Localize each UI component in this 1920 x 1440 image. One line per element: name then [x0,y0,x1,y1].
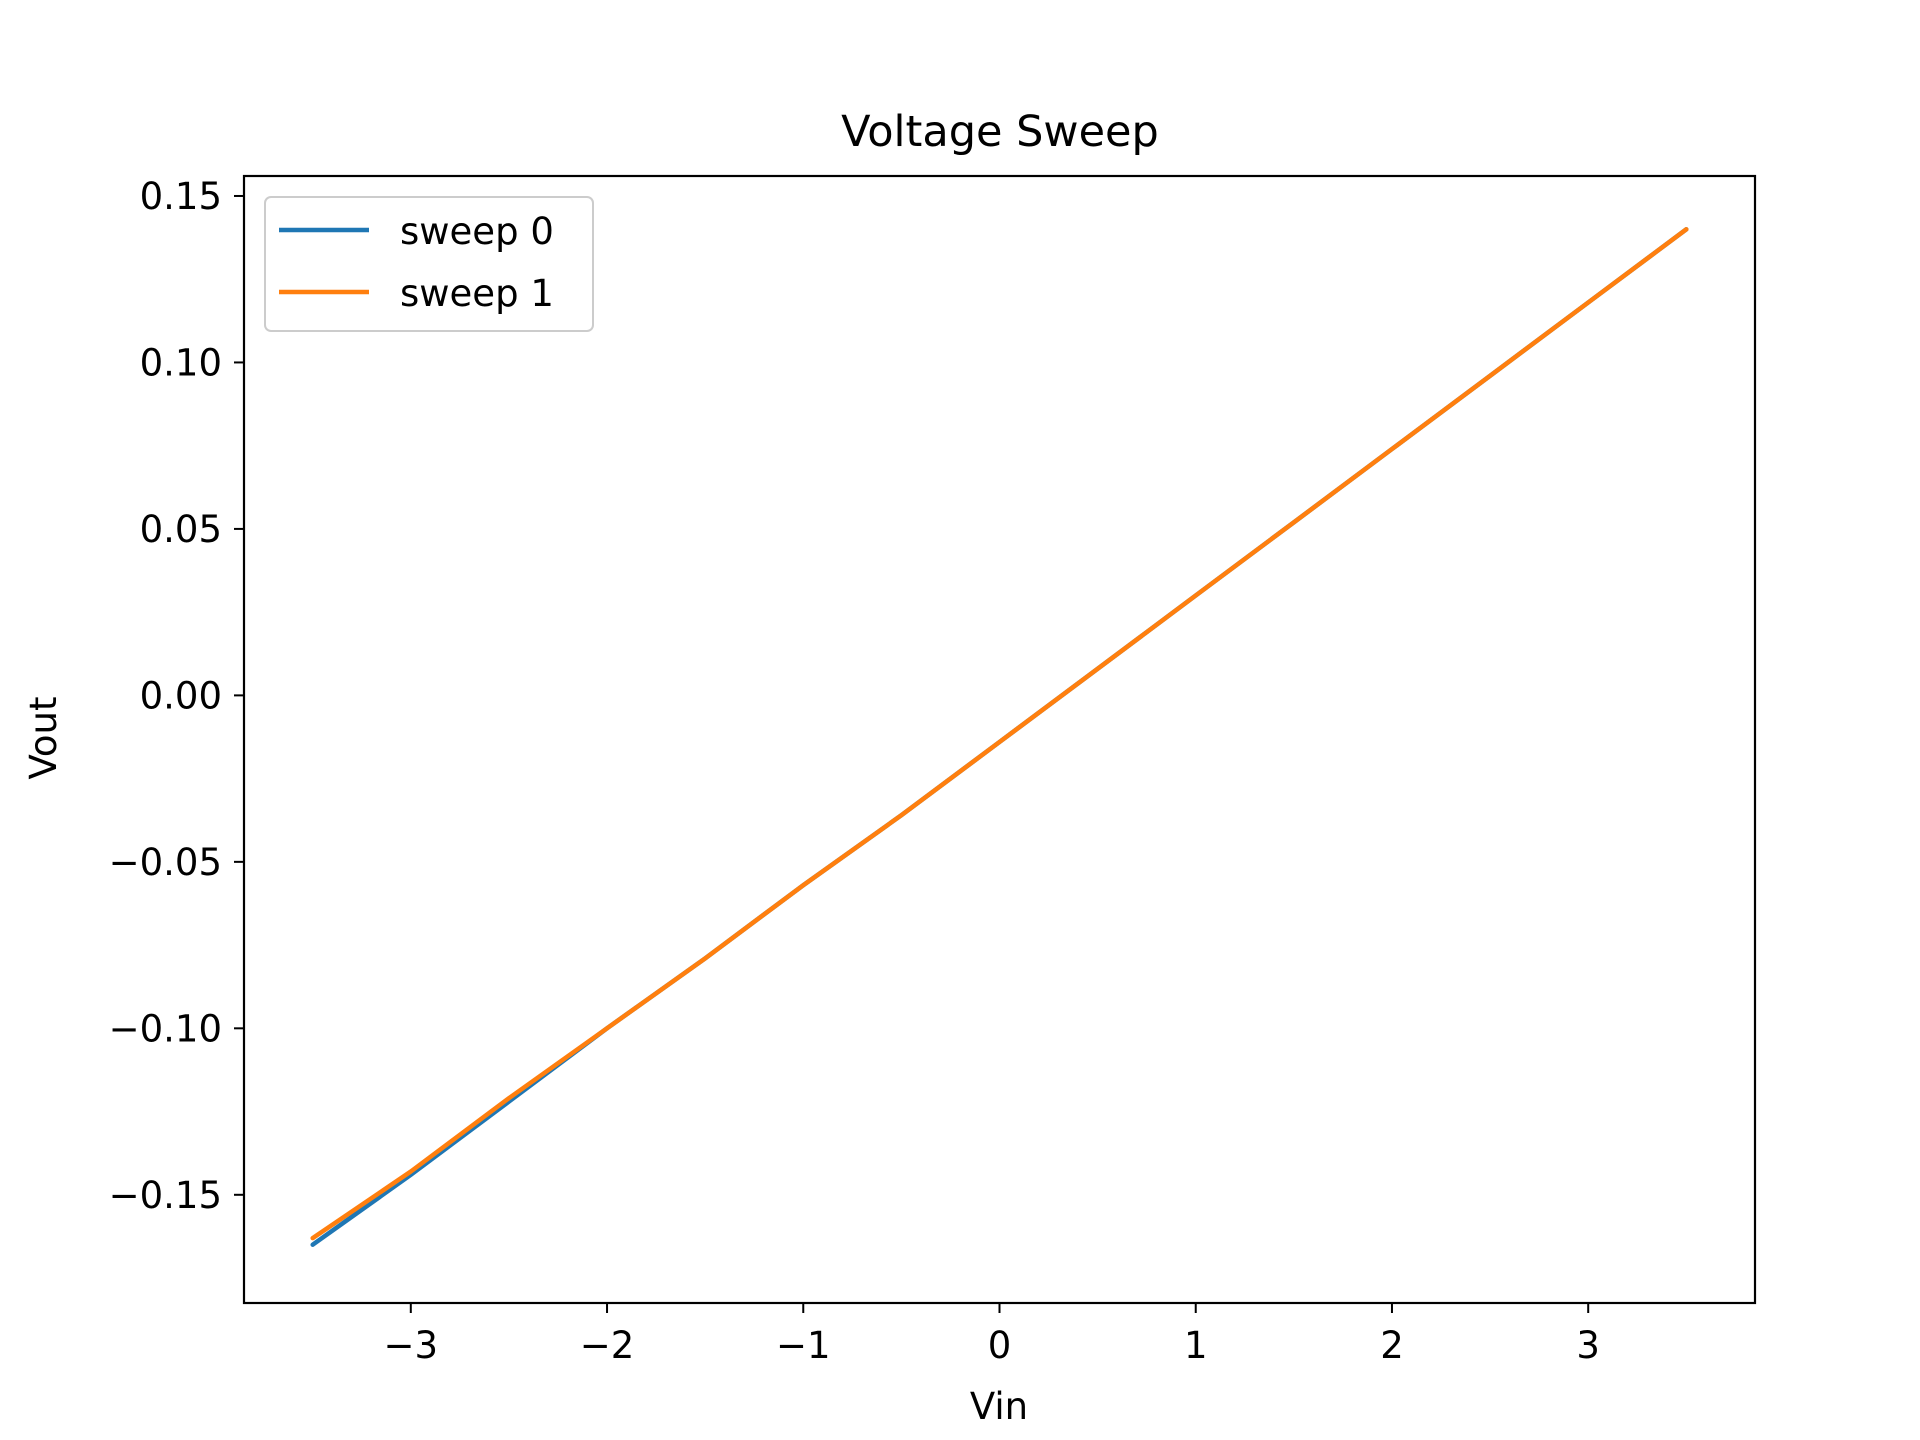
y-tick-label: −0.15 [109,1174,222,1217]
legend: sweep 0 sweep 1 [264,196,594,332]
series-lines [310,227,1689,1247]
x-tick-label: 0 [988,1324,1012,1367]
y-tick-label: −0.10 [109,1007,222,1050]
y-tick-label: 0.05 [140,508,222,551]
y-axis-ticks: −0.15 −0.10 −0.05 0.00 0.05 0.10 0.15 [109,175,244,1217]
x-tick-label: 1 [1184,1324,1208,1367]
legend-label-sweep-0: sweep 0 [400,210,554,253]
y-tick-label: −0.05 [109,841,222,884]
y-tick-label: 0.15 [140,175,222,218]
x-axis-ticks: −3 −2 −1 0 1 2 3 [384,1303,1600,1367]
x-tick-label: −1 [776,1324,831,1367]
x-tick-label: −3 [384,1324,439,1367]
x-tick-label: 2 [1380,1324,1404,1367]
chart-title: Voltage Sweep [841,107,1159,157]
y-tick-label: 0.10 [140,341,222,384]
x-axis-label: Vin [970,1385,1028,1428]
legend-label-sweep-1: sweep 1 [400,272,554,315]
x-tick-label: −2 [580,1324,635,1367]
y-tick-label: 0.00 [140,674,222,717]
y-axis-label: Vout [22,696,65,779]
series-line-sweep-1 [310,227,1689,1241]
x-tick-label: 3 [1576,1324,1600,1367]
